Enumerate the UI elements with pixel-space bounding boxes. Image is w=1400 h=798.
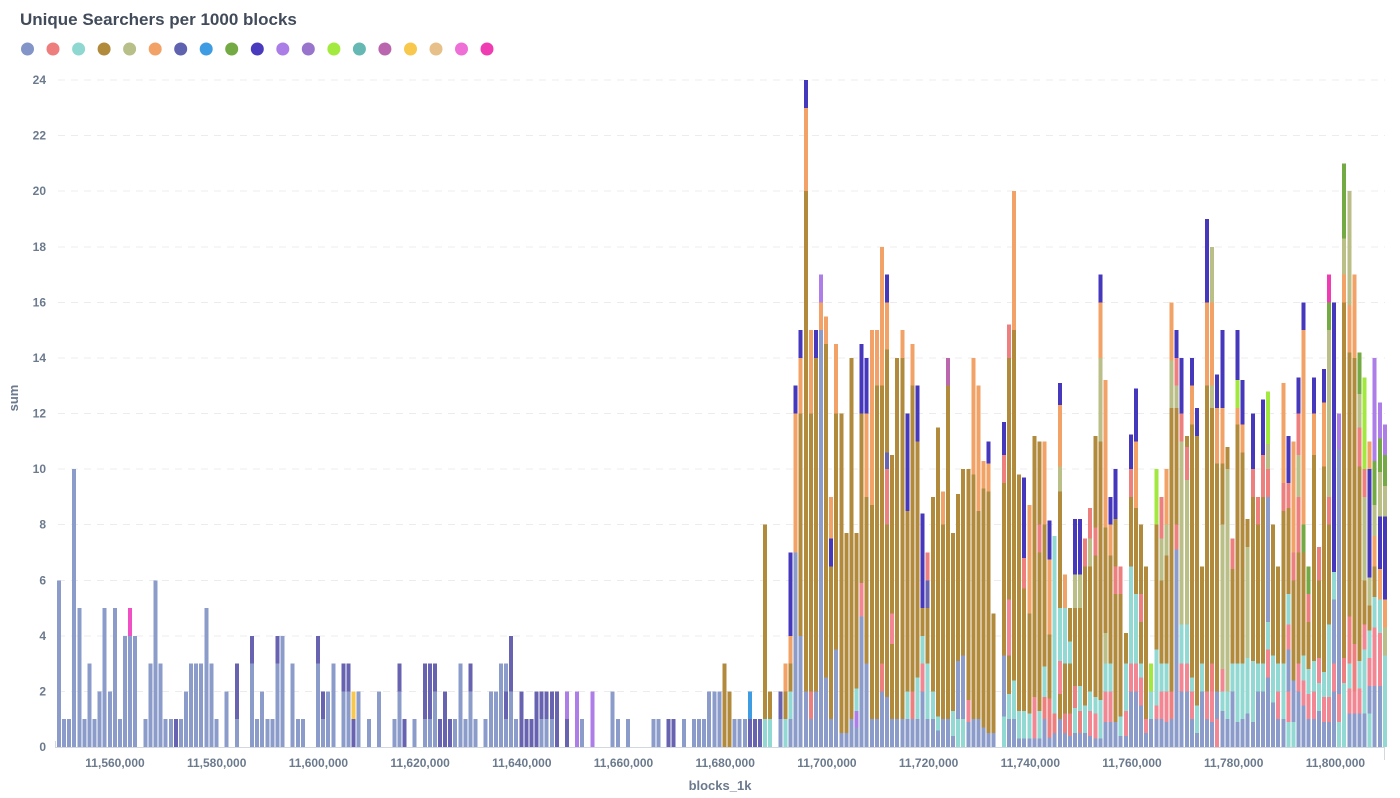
- svg-text:11,660,000: 11,660,000: [594, 756, 654, 770]
- svg-text:11,620,000: 11,620,000: [390, 756, 450, 770]
- svg-text:11,780,000: 11,780,000: [1204, 756, 1264, 770]
- svg-text:11,600,000: 11,600,000: [289, 756, 349, 770]
- svg-text:Unique Searchers per 1000 bloc: Unique Searchers per 1000 blocks: [20, 10, 297, 29]
- svg-text:11,720,000: 11,720,000: [899, 756, 959, 770]
- svg-text:11,680,000: 11,680,000: [695, 756, 755, 770]
- svg-text:blocks_1k: blocks_1k: [689, 778, 753, 793]
- svg-text:24: 24: [33, 73, 47, 87]
- svg-text:11,580,000: 11,580,000: [187, 756, 247, 770]
- svg-text:11,560,000: 11,560,000: [85, 756, 145, 770]
- svg-text:22: 22: [33, 129, 47, 143]
- svg-text:20: 20: [33, 184, 47, 198]
- svg-text:11,640,000: 11,640,000: [492, 756, 552, 770]
- svg-text:0: 0: [39, 740, 46, 754]
- svg-text:18: 18: [33, 240, 47, 254]
- svg-text:11,800,000: 11,800,000: [1306, 756, 1366, 770]
- svg-text:2: 2: [39, 684, 46, 698]
- svg-text:6: 6: [39, 573, 46, 587]
- svg-text:4: 4: [39, 629, 46, 643]
- svg-text:8: 8: [39, 518, 46, 532]
- svg-text:12: 12: [33, 407, 47, 421]
- svg-text:14: 14: [33, 351, 47, 365]
- svg-text:sum: sum: [6, 385, 21, 412]
- svg-text:11,760,000: 11,760,000: [1102, 756, 1162, 770]
- svg-text:11,700,000: 11,700,000: [797, 756, 857, 770]
- svg-text:16: 16: [33, 295, 47, 309]
- svg-text:11,740,000: 11,740,000: [1001, 756, 1061, 770]
- svg-text:10: 10: [33, 462, 47, 476]
